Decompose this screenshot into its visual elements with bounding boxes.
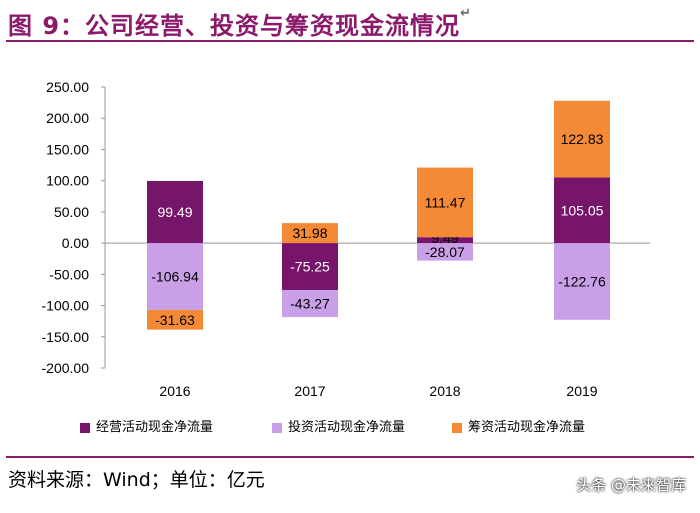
- data-label-1-2016: 99.49: [157, 204, 192, 220]
- y-tick-label: 200.00: [46, 110, 89, 126]
- figure-title-text: 图 9：公司经营、投资与筹资现金流情况: [8, 12, 461, 40]
- data-label-3-2016: -31.63: [155, 312, 195, 328]
- figure-title: 图 9：公司经营、投资与筹资现金流情况 ↵: [8, 6, 471, 41]
- legend-item-1: 经营活动现金净流量: [80, 416, 213, 435]
- y-tick-label: 250.00: [46, 79, 89, 95]
- x-tick-label-2016: 2016: [159, 383, 190, 399]
- bar-2-2016: [147, 243, 203, 310]
- data-label-3-2019: 122.83: [561, 131, 604, 147]
- source-divider: [6, 456, 694, 458]
- legend-item-3: 筹资活动现金净流量: [452, 416, 585, 435]
- return-icon: ↵: [460, 6, 472, 21]
- bar-3-2018: [417, 167, 473, 238]
- bar-3-2017: [282, 223, 338, 244]
- legend-item-2: 投资活动现金净流量: [272, 416, 405, 435]
- y-tick-label: -100.00: [42, 298, 90, 314]
- data-label-1-2019: 105.05: [561, 202, 604, 218]
- legend-swatch: [272, 422, 282, 433]
- data-label-2-2017: -43.27: [290, 296, 330, 312]
- watermark: 头条 @未来智库: [576, 476, 686, 494]
- y-tick-label: -200.00: [42, 360, 90, 376]
- bar-3-2016: [147, 309, 203, 330]
- legend-swatch: [80, 422, 90, 433]
- y-tick-label: -150.00: [42, 329, 90, 345]
- bar-1-2017: [282, 243, 338, 291]
- data-label-1-2017: -75.25: [290, 259, 330, 275]
- title-divider: [6, 40, 694, 42]
- bar-3-2019: [554, 100, 610, 178]
- data-label-2-2016: -106.94: [151, 269, 199, 285]
- x-tick-label-2017: 2017: [294, 383, 325, 399]
- bar-1-2018: [417, 237, 473, 244]
- legend-label: 筹资活动现金净流量: [468, 420, 586, 435]
- y-tick-label: -50.00: [49, 266, 89, 282]
- x-tick-label-2018: 2018: [429, 383, 460, 399]
- x-tick-label-2019: 2019: [566, 383, 597, 399]
- legend-swatch: [452, 422, 462, 433]
- y-tick-label: 100.00: [46, 173, 89, 189]
- bar-2-2018: [417, 243, 473, 261]
- data-label-2-2018: -28.07: [425, 244, 465, 260]
- source-note: 资料来源：Wind；单位：亿元: [8, 469, 265, 491]
- data-label-2-2019: -122.76: [558, 273, 606, 289]
- chart-legend: 经营活动现金净流量 投资活动现金净流量 筹资活动现金净流量: [0, 416, 700, 436]
- y-tick-label: 0.00: [62, 235, 89, 251]
- bar-2-2019: [554, 243, 610, 320]
- legend-label: 经营活动现金净流量: [96, 420, 214, 435]
- bar-2-2017: [282, 290, 338, 318]
- bar-1-2016: [147, 180, 203, 244]
- bar-1-2019: [554, 177, 610, 244]
- legend-label: 投资活动现金净流量: [288, 420, 406, 435]
- y-tick-label: 50.00: [54, 204, 89, 220]
- data-label-3-2018: 111.47: [425, 194, 466, 210]
- y-tick-label: 150.00: [46, 141, 89, 157]
- data-label-3-2017: 31.98: [292, 225, 327, 241]
